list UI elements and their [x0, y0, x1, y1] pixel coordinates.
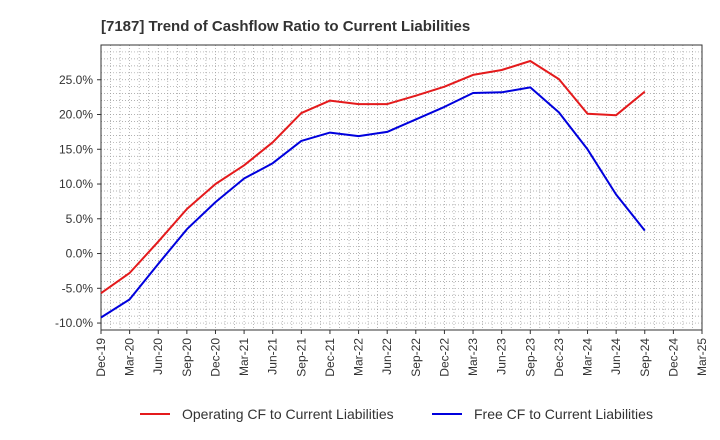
x-tick-label: Sep-20	[180, 338, 194, 377]
x-tick-label: Sep-24	[638, 338, 652, 377]
x-tick-label: Dec-19	[94, 338, 108, 377]
legend-label-2: Free CF to Current Liabilities	[474, 406, 653, 422]
x-tick-label: Dec-21	[323, 338, 337, 377]
x-tick-label: Jun-22	[380, 338, 394, 375]
y-tick-label: -5.0%	[62, 281, 94, 295]
x-tick-label: Mar-22	[352, 338, 366, 376]
x-tick-label: Dec-22	[437, 338, 451, 377]
grid-lines	[101, 45, 702, 330]
y-tick-label: 5.0%	[66, 212, 94, 226]
x-tick-label: Dec-20	[208, 338, 222, 377]
y-tick-label: 0.0%	[66, 247, 94, 261]
y-tick-label: 20.0%	[59, 108, 93, 122]
legend-label-1: Operating CF to Current Liabilities	[182, 406, 394, 422]
legend: Operating CF to Current Liabilities Free …	[140, 406, 653, 422]
x-tick-label: Mar-20	[123, 338, 137, 376]
series-line-1	[100, 60, 646, 295]
y-tick-label: 10.0%	[59, 177, 93, 191]
plot-area	[100, 44, 703, 331]
x-tick-label: Dec-24	[666, 338, 680, 377]
chart-title: [7187] Trend of Cashflow Ratio to Curren…	[101, 18, 470, 35]
x-axis: Dec-19 Mar-20 Jun-20 Sep-20 Dec-20 Mar-21 Jun-…	[94, 330, 709, 377]
x-tick-label: Mar-24	[581, 338, 595, 376]
x-tick-label: Mar-23	[466, 338, 480, 376]
series-lines	[100, 60, 646, 319]
series-line-2	[100, 86, 646, 319]
x-tick-label: Sep-22	[409, 338, 423, 377]
x-tick-label: Mar-25	[695, 338, 709, 376]
y-tick-label: 15.0%	[59, 142, 93, 156]
x-tick-label: Dec-23	[552, 338, 566, 377]
x-tick-label: Jun-20	[151, 338, 165, 375]
x-tick-label: Jun-21	[266, 338, 280, 375]
x-tick-label: Mar-21	[237, 338, 251, 376]
x-tick-label: Sep-23	[523, 338, 537, 377]
x-tick-label: Jun-24	[609, 338, 623, 375]
y-tick-label: 25.0%	[59, 73, 93, 87]
y-axis: -10.0% -5.0% 0.0% 5.0% 10.0% 15.0% 20.0% 25.0%	[55, 73, 101, 330]
x-tick-label: Jun-23	[495, 338, 509, 375]
x-tick-label: Sep-21	[294, 338, 308, 377]
y-tick-label: -10.0%	[55, 316, 93, 330]
